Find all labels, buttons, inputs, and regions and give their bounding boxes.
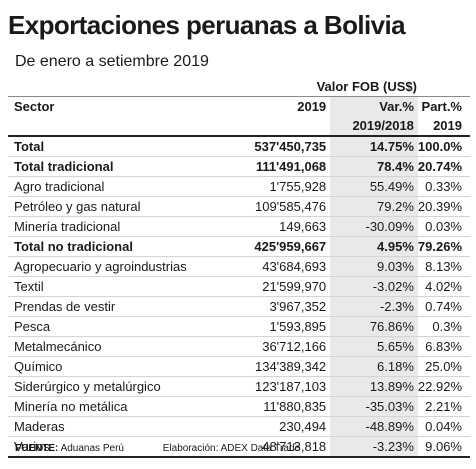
table-row: Prendas de vestir 3'967,352 -2.3% 0.74%	[8, 296, 470, 317]
row-var: -30.09%	[330, 216, 418, 237]
table-row: Total tradicional 111'491,068 78.4% 20.74%	[8, 156, 470, 177]
table-row: Textil 21'599,970 -3.02% 4.02%	[8, 276, 470, 297]
row-var: 4.95%	[330, 236, 418, 257]
row-value: 21'599,970	[223, 276, 331, 297]
row-sector: Siderúrgico y metalúrgico	[8, 376, 224, 397]
row-var: -48.89%	[330, 416, 418, 437]
row-sector: Total tradicional	[8, 156, 224, 177]
row-var: 78.4%	[330, 156, 418, 177]
header-part-2: 2019	[417, 116, 470, 137]
row-value: 123'187,103	[223, 376, 331, 397]
row-value: 425'959,667	[223, 236, 331, 257]
header-row-2: 2019/2018 2019	[8, 116, 470, 137]
row-part: 0.04%	[417, 416, 470, 437]
header-part-1: Part.%	[421, 99, 462, 114]
header-row-1: Sector 2019 Var.% Part.%	[8, 96, 470, 116]
row-sector: Varios	[8, 436, 224, 458]
table-row: Maderas 230,494 -48.89% 0.04%	[8, 416, 470, 437]
row-sector: Minería no metálica	[8, 396, 224, 417]
row-value: 1'755,928	[223, 176, 331, 197]
row-value: 43'684,693	[223, 256, 331, 277]
row-var: -35.03%	[330, 396, 418, 417]
row-sector: Minería tradicional	[8, 216, 224, 237]
row-part: 9.06%	[417, 436, 470, 458]
row-value: 537'450,735	[223, 136, 331, 157]
table-row: Total no tradicional 425'959,667 4.95% 79.2…	[8, 236, 470, 257]
row-var: 55.49%	[330, 176, 418, 197]
row-sector: Prendas de vestir	[8, 296, 224, 317]
row-sector: Pesca	[8, 316, 224, 337]
source-value: Aduanas Perú	[60, 443, 124, 454]
row-sector: Químico	[8, 356, 224, 377]
row-var: 13.89%	[330, 376, 418, 397]
header-sector: Sector	[14, 99, 55, 114]
row-value: 3'967,352	[223, 296, 331, 317]
header-year: 2019	[297, 99, 327, 114]
table-row: Minería no metálica 11'880,835 -35.03% 2.21…	[8, 396, 470, 417]
row-part: 25.0%	[417, 356, 470, 377]
row-var: 9.03%	[330, 256, 418, 277]
header-var-1: Var.%	[330, 96, 418, 116]
source-label: FUENTE:	[15, 443, 59, 454]
exports-table: Valor FOB (US$) Sector 2019 Var.% Part.%…	[8, 76, 470, 458]
table-row: Total 537'450,735 14.75% 100.0%	[8, 136, 470, 157]
page-title: Exportaciones peruanas a Bolivia	[8, 10, 406, 40]
row-value: 11'880,835	[223, 396, 331, 417]
table-row: Varios 48'713,818 -3.23% 9.06%	[8, 436, 470, 458]
row-value: 230,494	[223, 416, 331, 437]
row-part: 8.13%	[417, 256, 470, 277]
row-value: 1'593,895	[223, 316, 331, 337]
table-row: Agro tradicional 1'755,928 55.49% 0.33%	[8, 176, 470, 197]
row-value: 111'491,068	[223, 156, 331, 177]
row-part: 6.83%	[417, 336, 470, 357]
row-part: 0.33%	[417, 176, 470, 197]
table-row: Minería tradicional 149,663 -30.09% 0.03%	[8, 216, 470, 237]
row-sector: Petróleo y gas natural	[8, 196, 224, 217]
row-part: 20.74%	[417, 156, 470, 177]
row-sector: Maderas	[8, 416, 224, 437]
elaboration-value: ADEX Data Trade	[220, 443, 301, 454]
row-var: 76.86%	[330, 316, 418, 337]
row-part: 100.0%	[417, 136, 470, 157]
page-subtitle: De enero a setiembre 2019	[15, 53, 209, 70]
row-value: 109'585,476	[223, 196, 331, 217]
row-part: 2.21%	[417, 396, 470, 417]
table-row: Siderúrgico y metalúrgico 123'187,103 13.8…	[8, 376, 470, 397]
row-value: 134'389,342	[223, 356, 331, 377]
table-row: Metalmecánico 36'712,166 5.65% 6.83%	[8, 336, 470, 357]
table-row: Pesca 1'593,895 76.86% 0.3%	[8, 316, 470, 337]
row-var: -3.23%	[330, 436, 418, 458]
row-part: 22.92%	[417, 376, 470, 397]
row-part: 20.39%	[417, 196, 470, 217]
row-part: 0.03%	[417, 216, 470, 237]
header-group-label: Valor FOB (US$)	[223, 76, 470, 97]
row-var: 14.75%	[330, 136, 418, 157]
table-row: Agropecuario y agroindustrias 43'684,693 9…	[8, 256, 470, 277]
row-value: 36'712,166	[223, 336, 331, 357]
elaboration-label: Elaboración:	[162, 443, 219, 454]
row-var: -3.02%	[330, 276, 418, 297]
table-row: Petróleo y gas natural 109'585,476 79.2% 20…	[8, 196, 470, 217]
row-value: 149,663	[223, 216, 331, 237]
row-part: 0.74%	[417, 296, 470, 317]
row-sector: Agropecuario y agroindustrias	[8, 256, 224, 277]
row-var: 5.65%	[330, 336, 418, 357]
row-sector: Total no tradicional	[8, 236, 224, 257]
footer: FUENTE: Aduanas Perú Elaboración: ADEX D…	[15, 443, 300, 454]
row-value: 48'713,818	[223, 436, 331, 458]
row-sector: Total	[8, 136, 224, 157]
row-sector: Agro tradicional	[8, 176, 224, 197]
header-var-2: 2019/2018	[330, 116, 418, 137]
header-group-row: Valor FOB (US$)	[8, 76, 470, 97]
row-part: 79.26%	[417, 236, 470, 257]
row-sector: Textil	[8, 276, 224, 297]
table-row: Químico 134'389,342 6.18% 25.0%	[8, 356, 470, 377]
row-part: 0.3%	[417, 316, 470, 337]
row-var: 6.18%	[330, 356, 418, 377]
row-var: -2.3%	[330, 296, 418, 317]
row-sector: Metalmecánico	[8, 336, 224, 357]
row-part: 4.02%	[417, 276, 470, 297]
row-var: 79.2%	[330, 196, 418, 217]
